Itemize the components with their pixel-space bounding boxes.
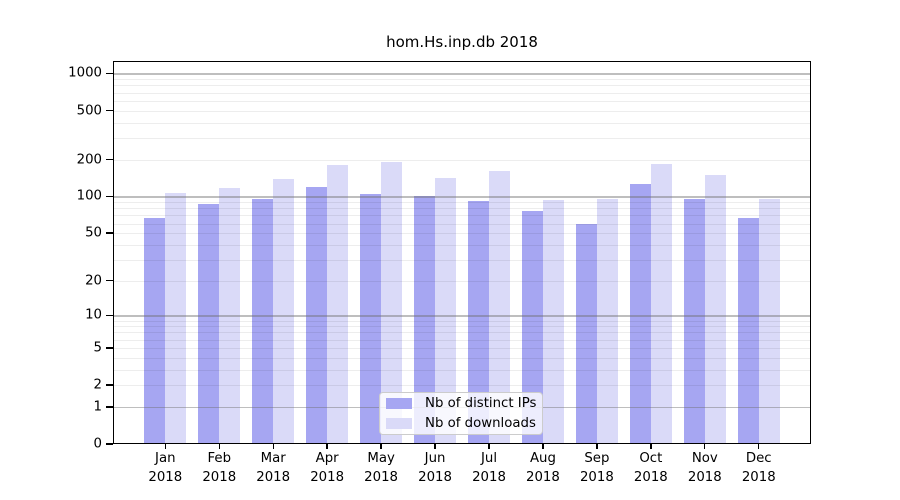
- y-axis-tick-label: 100: [76, 188, 102, 204]
- bar-distinct-ips: [360, 194, 382, 444]
- bar-downloads: [704, 174, 726, 444]
- bar-distinct-ips: [683, 199, 705, 444]
- y-axis-tick-mark: [106, 195, 113, 198]
- x-axis-tick-mark: [164, 444, 166, 449]
- y-axis-tick-mark: [106, 232, 113, 234]
- x-axis-tick-mark: [650, 444, 652, 449]
- plot-area: Nb of distinct IPs Nb of downloads: [113, 61, 811, 444]
- bar-downloads: [327, 164, 349, 444]
- chart-title: hom.Hs.inp.db 2018: [386, 33, 538, 51]
- y-axis-tick-label: 5: [93, 340, 102, 356]
- bar-downloads: [381, 162, 403, 444]
- x-axis-tick-mark: [542, 444, 544, 449]
- x-axis-tick-mark: [326, 444, 328, 449]
- y-axis-tick-mark: [106, 158, 113, 161]
- x-axis-tick-label: Jan 2018: [148, 451, 183, 485]
- x-axis-tick-mark: [704, 444, 706, 449]
- bar-distinct-ips: [575, 224, 597, 444]
- x-axis-tick-mark: [218, 444, 220, 449]
- x-axis-tick-mark: [488, 444, 490, 449]
- bar-distinct-ips: [198, 204, 220, 444]
- legend-item-distinct-ips: Nb of distinct IPs: [386, 396, 542, 412]
- bar-distinct-ips: [252, 199, 274, 444]
- bar-distinct-ips: [468, 200, 489, 444]
- y-axis-tick-mark: [106, 443, 113, 445]
- y-axis-tick-mark: [106, 280, 113, 282]
- x-axis-tick-label: Apr 2018: [310, 451, 345, 485]
- x-axis-tick-label: Jul 2018: [472, 451, 506, 485]
- x-axis-tick-mark: [596, 444, 598, 449]
- y-axis-tick-label: 20: [85, 273, 102, 289]
- legend-label-downloads: Nb of downloads: [425, 416, 536, 431]
- x-axis-tick-label: Nov 2018: [687, 451, 722, 485]
- x-axis-tick-label: Oct 2018: [633, 451, 668, 485]
- x-axis-tick-label: Dec 2018: [741, 451, 776, 485]
- bar-distinct-ips: [414, 196, 436, 444]
- y-axis-tick-mark: [106, 384, 113, 386]
- y-axis-tick-mark: [106, 72, 113, 75]
- bar-downloads: [542, 199, 564, 444]
- y-axis-tick-label: 1: [93, 399, 102, 415]
- y-axis-tick-mark: [106, 314, 113, 317]
- y-axis-tick-label: 1000: [68, 65, 102, 81]
- y-axis-tick-mark: [106, 109, 113, 112]
- bar-downloads: [596, 199, 618, 444]
- x-axis-tick-label: Aug 2018: [526, 451, 560, 485]
- y-axis-tick-label: 200: [76, 152, 102, 168]
- bar-downloads: [650, 164, 672, 444]
- y-axis-tick-label: 0: [93, 436, 102, 452]
- x-axis-tick-label: May 2018: [364, 451, 399, 485]
- y-axis-tick-mark: [106, 347, 113, 349]
- y-axis-tick-label: 500: [76, 103, 102, 119]
- x-axis-tick-mark: [272, 444, 274, 449]
- bar-distinct-ips: [521, 211, 543, 444]
- legend-label-distinct-ips: Nb of distinct IPs: [425, 396, 537, 411]
- bar-downloads: [219, 188, 241, 444]
- y-axis-tick-label: 2: [93, 377, 102, 393]
- x-axis-tick-label: Feb 2018: [202, 451, 237, 485]
- bar-distinct-ips: [629, 184, 651, 444]
- legend-item-downloads: Nb of downloads: [386, 416, 542, 432]
- bar-downloads: [489, 171, 510, 444]
- legend-swatch-distinct-ips: [386, 398, 412, 409]
- x-axis-tick-mark: [758, 444, 760, 449]
- bars-layer: [113, 61, 811, 444]
- x-axis-tick-mark: [380, 444, 382, 449]
- bar-downloads: [435, 178, 457, 444]
- x-axis-tick-label: Mar 2018: [256, 451, 291, 485]
- legend: Nb of distinct IPs Nb of downloads: [379, 392, 543, 435]
- bar-downloads: [758, 199, 780, 444]
- bar-distinct-ips: [306, 187, 328, 444]
- x-axis-tick-label: Jun 2018: [418, 451, 452, 485]
- bar-downloads: [165, 193, 187, 444]
- y-axis-tick-label: 50: [85, 225, 102, 241]
- y-axis-tick-mark: [106, 406, 113, 408]
- legend-swatch-downloads: [386, 418, 412, 429]
- y-axis-tick-label: 10: [85, 307, 102, 323]
- bar-downloads: [273, 178, 295, 444]
- x-axis-tick-label: Sep 2018: [579, 451, 614, 485]
- x-axis-tick-mark: [434, 444, 436, 449]
- bar-distinct-ips: [144, 218, 166, 444]
- bar-distinct-ips: [737, 218, 759, 444]
